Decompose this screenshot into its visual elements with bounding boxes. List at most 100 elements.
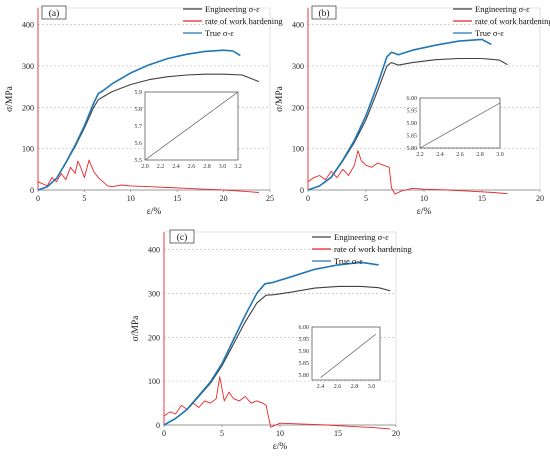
chart-panel-2: 0 100 200 300 400 0 5 10 15 20 ε/% σ/MPa (b) Engineer… (275, 4, 550, 217)
inset-y-tick-label: 5.80 (407, 146, 418, 152)
panel-label-text: (b) (318, 8, 329, 19)
legend-entry: Engineering σ-ε (205, 4, 260, 14)
inset-line (144, 91, 239, 161)
panel-label-text: (a) (49, 8, 60, 19)
x-tick-label: 20 (536, 194, 544, 203)
x-tick-label: 5 (82, 194, 86, 203)
inset-x-tick-label: 2.6 (456, 152, 464, 158)
inset-x-tick-label: 2.8 (203, 164, 211, 170)
y-tick-label: 200 (22, 103, 34, 112)
x-tick-label: 20 (220, 194, 228, 203)
inset-x-tick-label: 2.2 (157, 164, 165, 170)
y-tick-label: 100 (148, 377, 160, 386)
y-axis-label: σ/MPa (5, 85, 15, 111)
y-tick-label: 0 (30, 186, 34, 195)
y-tick-label: 300 (292, 62, 304, 71)
inset-y-tick-label: 6.00 (299, 325, 310, 331)
series-line-true (163, 261, 379, 426)
inset-x-tick-label: 3.2 (234, 164, 242, 170)
panel-label-box (41, 5, 67, 20)
legend-entry: True σ-ε (205, 28, 234, 38)
x-tick-label: 0 (36, 194, 40, 203)
y-tick-label: 100 (292, 145, 304, 154)
legend-entry: Engineering σ-ε (334, 232, 389, 242)
inset-x-tick-label: 3.0 (368, 384, 376, 390)
y-tick-label: 200 (148, 333, 160, 342)
x-axis-label: ε/% (417, 207, 432, 217)
y-tick-label: 400 (148, 246, 160, 255)
inset-x-tick-label: 3.0 (219, 164, 227, 170)
inset-y-tick-label: 5.90 (407, 121, 418, 127)
inset-x-tick-label: 2.0 (141, 164, 149, 170)
inset-y-tick-label: 5.95 (299, 337, 310, 343)
panel-label: (a) (41, 5, 67, 20)
panel-label-text: (c) (177, 232, 188, 243)
inset-plot: 5.80 5.85 5.90 5.95 6.00 2.2 2.4 2.6 2.8 3.0 (407, 96, 504, 158)
series-line-true (37, 49, 241, 191)
series-line-work-hardening (37, 159, 259, 193)
inset-y-tick-label: 5.95 (407, 109, 418, 115)
inset-x-tick-label: 2.8 (476, 152, 484, 158)
x-tick-label: 0 (306, 194, 310, 203)
series-line-work-hardening (307, 150, 508, 195)
y-axis-label: σ/MPa (131, 315, 141, 341)
legend: Engineering σ-ε rate of work hardening Tru… (453, 4, 550, 38)
inset-x-tick-label: 2.2 (416, 152, 424, 158)
y-tick-label: 100 (22, 145, 34, 154)
inset-frame (311, 326, 381, 381)
x-tick-label: 10 (420, 194, 428, 203)
x-tick-label: 15 (334, 429, 342, 438)
inset-plot: 5.80 5.85 5.90 5.95 6.00 2.4 2.6 2.8 3.0 (299, 325, 381, 390)
inset-y-tick-label: 5.90 (299, 349, 310, 355)
y-tick-label: 0 (156, 421, 160, 430)
x-tick-label: 15 (173, 194, 181, 203)
y-tick-label: 300 (22, 62, 34, 71)
inset-y-tick-label: 5.7 (135, 124, 143, 130)
inset-frame (419, 97, 501, 149)
inset-x-tick-label: 2.6 (188, 164, 196, 170)
inset-line (320, 333, 376, 378)
y-tick-label: 0 (300, 186, 304, 195)
inset-x-tick-label: 2.4 (172, 164, 180, 170)
legend-entry: rate of work hardening (334, 244, 412, 254)
panel-label-box (311, 5, 337, 20)
inset-x-tick-label: 3.0 (496, 152, 504, 158)
inset-x-tick-label: 2.4 (436, 152, 444, 158)
panel-label: (b) (311, 5, 337, 20)
legend-entry: True σ-ε (334, 256, 363, 266)
inset-y-tick-label: 5.5 (135, 158, 143, 164)
x-tick-label: 20 (392, 429, 400, 438)
legend-entry: Engineering σ-ε (475, 4, 530, 14)
legend-entry: rate of work hardening (475, 16, 550, 26)
legend-entry: True σ-ε (475, 28, 504, 38)
inset-y-tick-label: 5.80 (299, 373, 310, 379)
y-tick-label: 400 (292, 21, 304, 30)
y-axis-label: σ/MPa (275, 85, 285, 111)
inset-y-tick-label: 5.9 (135, 90, 143, 96)
series-line-true (307, 38, 492, 191)
x-tick-label: 0 (162, 429, 166, 438)
inset-plot: 5.5 5.6 5.7 5.8 5.9 2.0 2.2 2.4 2.6 2.8 3.0 3.2 (135, 90, 242, 170)
x-tick-label: 5 (364, 194, 368, 203)
x-tick-label: 5 (220, 429, 224, 438)
inset-y-tick-label: 5.8 (135, 107, 143, 113)
x-axis-label: ε/% (273, 442, 288, 452)
inset-line (419, 102, 501, 149)
panel-label-box (169, 229, 195, 244)
inset-x-tick-label: 2.8 (351, 384, 359, 390)
legend: Engineering σ-ε rate of work hardening Tru… (312, 232, 412, 266)
panel-label: (c) (169, 229, 195, 244)
chart-panel-1: 0 100 200 300 400 0 5 10 15 20 25 ε/% σ/MPa (a) Engine… (5, 4, 283, 217)
inset-y-tick-label: 5.6 (135, 141, 143, 147)
legend: Engineering σ-ε rate of work hardening Tru… (183, 4, 283, 38)
inset-x-tick-label: 2.6 (334, 384, 342, 390)
x-tick-label: 10 (127, 194, 135, 203)
y-tick-label: 200 (292, 103, 304, 112)
inset-y-tick-label: 6.00 (407, 96, 418, 102)
x-tick-label: 25 (266, 194, 274, 203)
chart-panel-3: 0 100 200 300 400 0 5 10 15 20 ε/% σ/MPa (c) Engineer… (131, 229, 412, 452)
x-tick-label: 15 (478, 194, 486, 203)
y-tick-label: 400 (22, 21, 34, 30)
legend-entry: rate of work hardening (205, 16, 283, 26)
inset-y-tick-label: 5.85 (407, 134, 418, 140)
